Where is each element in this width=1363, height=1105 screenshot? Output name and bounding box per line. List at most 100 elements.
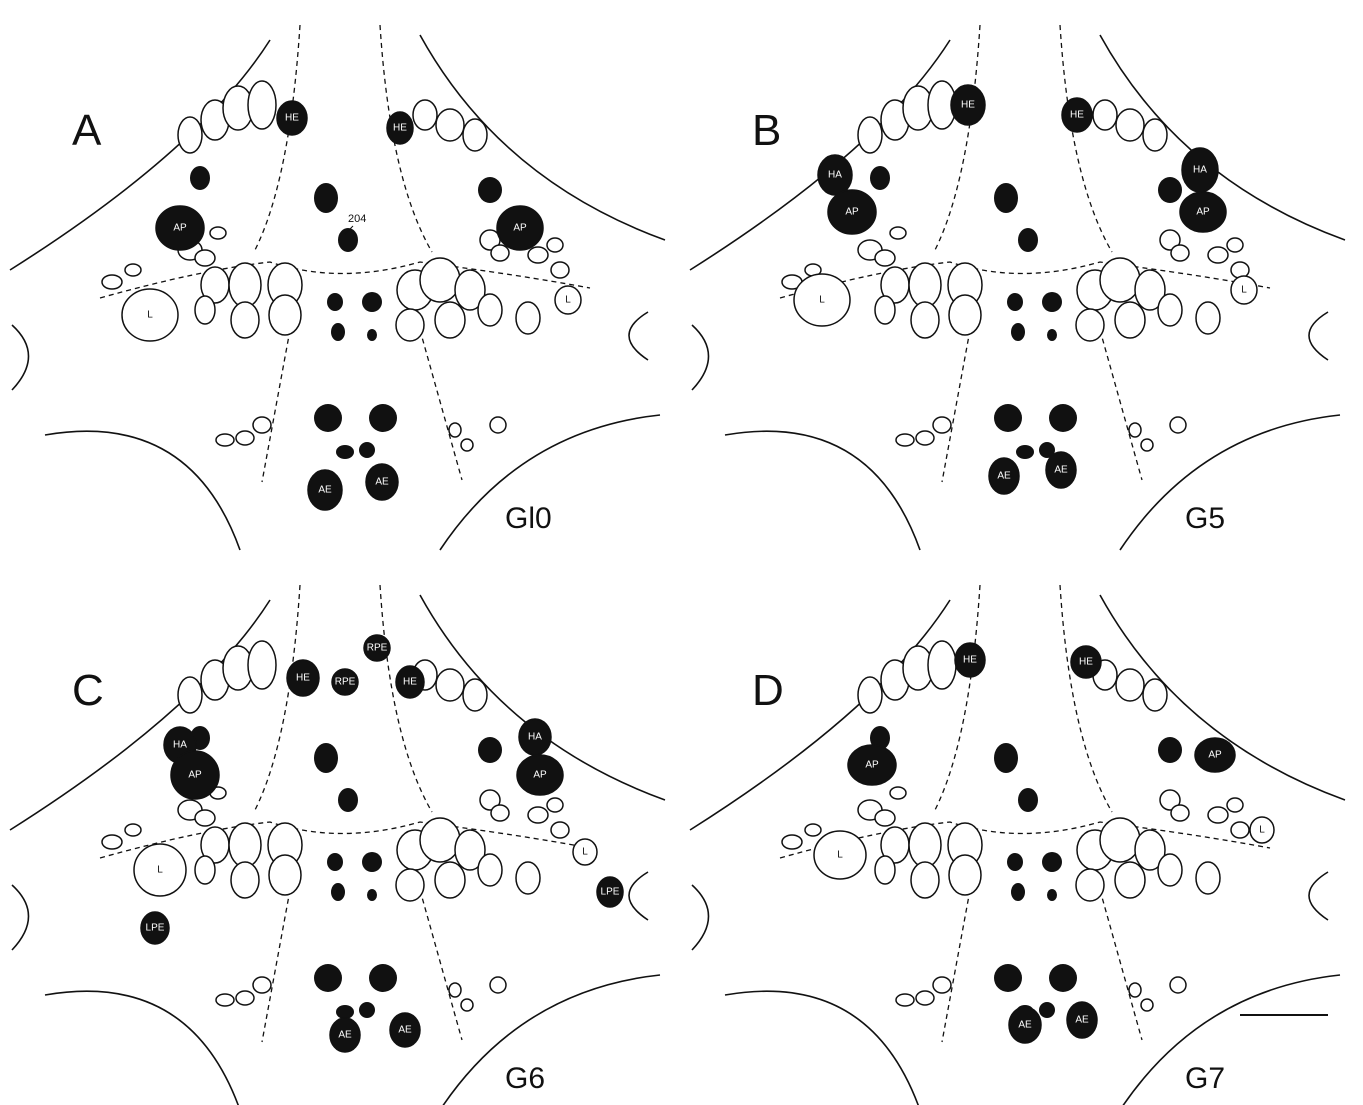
neuron [1171, 805, 1189, 821]
neuron [236, 991, 254, 1005]
neuron-stained [362, 852, 382, 872]
neuron [463, 679, 487, 711]
cell-label: AP [173, 223, 187, 234]
neuron-stained [994, 964, 1022, 992]
neuron [420, 258, 460, 302]
neuron [461, 999, 473, 1011]
neuron-stained [314, 743, 338, 773]
neuron [1115, 862, 1145, 898]
neuron [858, 117, 882, 153]
neuron [896, 994, 914, 1006]
neuron [911, 862, 939, 898]
neuron [516, 302, 540, 334]
ganglion-outline [1309, 312, 1328, 360]
neuron [435, 862, 465, 898]
ganglion-outline [692, 325, 709, 390]
neuron [1116, 109, 1144, 141]
neuron-stained [369, 964, 397, 992]
neuron [491, 805, 509, 821]
ganglion-label: G5 [1185, 502, 1225, 535]
neuron-stained [369, 404, 397, 432]
panel-letter: A [72, 106, 102, 155]
ganglion-outline [629, 872, 648, 920]
cell-label: L [582, 847, 588, 858]
annotation: 204 [348, 213, 366, 225]
neuron-stained [1011, 323, 1025, 341]
neuron-stained [1049, 404, 1077, 432]
cell-label: HE [393, 123, 407, 134]
neuron [490, 977, 506, 993]
cell-label: HE [963, 655, 977, 666]
neuron-stained [1007, 293, 1023, 311]
ganglion-outline [440, 975, 660, 1105]
cell-label: AE [375, 477, 389, 488]
neuron [1100, 818, 1140, 862]
neuron [1170, 417, 1186, 433]
panel: HEHEAPAPLLAEAEDG7 [690, 585, 1345, 1105]
neuron [551, 262, 569, 278]
cell-label: L [1241, 285, 1247, 296]
ganglion-outline [725, 431, 920, 550]
boundary-line [420, 330, 462, 480]
neuron [1158, 854, 1182, 886]
neuron-stained [1047, 329, 1057, 341]
cell-label: L [565, 295, 571, 306]
neuron-stained [190, 166, 210, 190]
neuron [1093, 100, 1117, 130]
neuron [949, 295, 981, 335]
boundary-line [935, 25, 980, 250]
boundary-line [255, 585, 300, 810]
neuron [269, 855, 301, 895]
panel-letter: B [752, 106, 781, 155]
cell-label: RPE [335, 677, 356, 688]
neuron [449, 983, 461, 997]
neuron-stained [331, 883, 345, 901]
neuron [248, 81, 276, 129]
neuron [1116, 669, 1144, 701]
neuron [1208, 247, 1228, 263]
figure: HEHEAPAPLLAEAEAGl0204HEHEHAHAAPAPLLAEAEB… [0, 0, 1363, 1105]
neuron [210, 227, 226, 239]
neuron [1158, 294, 1182, 326]
cell-label: LPE [601, 887, 620, 898]
neuron [125, 824, 141, 836]
neuron [782, 835, 802, 849]
neuron-stained [1039, 1002, 1055, 1018]
ganglion-outline [629, 312, 648, 360]
neuron-stained [1016, 445, 1034, 459]
cell-label: HE [403, 677, 417, 688]
boundary-line [942, 330, 970, 482]
ganglion-outline [1309, 872, 1328, 920]
neuron [890, 227, 906, 239]
ganglion-label: G6 [505, 1062, 545, 1095]
neuron-stained [1018, 788, 1038, 812]
cell-label: AP [865, 760, 879, 771]
neuron [1143, 119, 1167, 151]
neuron [178, 677, 202, 713]
neuron [413, 100, 437, 130]
cell-label: L [147, 310, 153, 321]
neuron [236, 431, 254, 445]
boundary-line [380, 585, 432, 812]
neuron [478, 854, 502, 886]
neuron-stained [1042, 852, 1062, 872]
neuron-stained [359, 442, 375, 458]
ganglion-outline [12, 325, 29, 390]
ganglion-label: G7 [1185, 1062, 1225, 1095]
cell-label: AE [318, 485, 332, 496]
neuron [916, 431, 934, 445]
neuron [551, 822, 569, 838]
cell-label: AP [1208, 750, 1222, 761]
neuron-stained [367, 329, 377, 341]
neuron [195, 250, 215, 266]
neuron [420, 818, 460, 862]
ganglion-outline [10, 40, 270, 270]
boundary-line [262, 330, 290, 482]
neuron [195, 856, 215, 884]
neuron [890, 787, 906, 799]
cell-label: HE [296, 673, 310, 684]
cell-label: HE [285, 113, 299, 124]
neuron [909, 823, 941, 867]
neuron [933, 417, 951, 433]
